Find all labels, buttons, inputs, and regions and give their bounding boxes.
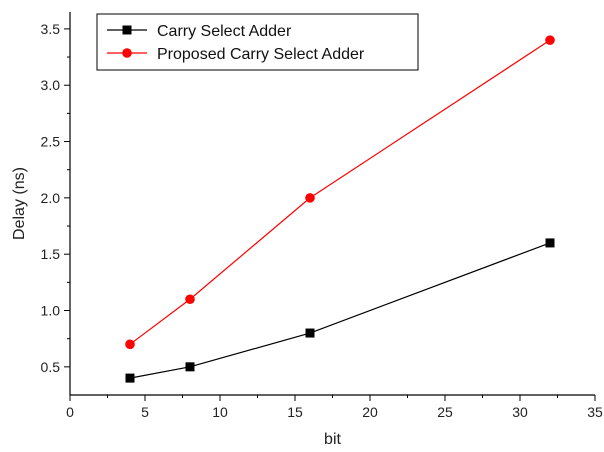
- data-point: [185, 294, 195, 305]
- legend-marker: [122, 25, 132, 35]
- legend-label: Proposed Carry Select Adder: [157, 46, 365, 63]
- x-tick-label: 25: [437, 404, 453, 420]
- x-tick-label: 5: [141, 404, 149, 420]
- data-point: [305, 328, 315, 338]
- data-point: [545, 35, 555, 45]
- data-point: [185, 362, 195, 372]
- y-tick-label: 2.5: [41, 134, 61, 150]
- y-tick-label: 1.5: [41, 246, 61, 262]
- series-2: [125, 35, 555, 350]
- data-point: [125, 373, 135, 383]
- y-tick-label: 2.0: [41, 190, 61, 206]
- y-tick-label: 1.0: [41, 303, 61, 319]
- y-tick-label: 3.0: [41, 77, 61, 93]
- x-tick-label: 35: [587, 404, 603, 420]
- x-tick-label: 30: [512, 404, 528, 420]
- series-layer: [125, 35, 555, 383]
- series-line: [129, 39, 551, 345]
- y-axis-title: Delay (ns): [11, 167, 28, 240]
- x-tick-label: 10: [212, 404, 228, 420]
- legend-marker: [122, 48, 132, 58]
- data-point: [125, 339, 135, 350]
- x-tick-label: 20: [362, 404, 378, 420]
- y-ticks: 0.5 1.0 1.5 2.0 2.5 3.0 3.5: [41, 21, 70, 375]
- x-ticks: 0 5 10 15 20 25 30 35: [66, 395, 603, 420]
- legend-box: [96, 13, 419, 71]
- legend-label: Carry Select Adder: [157, 23, 292, 40]
- data-point: [305, 193, 315, 203]
- x-tick-label: 15: [287, 404, 303, 420]
- data-point: [545, 238, 555, 248]
- series-line: [129, 242, 551, 379]
- legend: Carry Select Adder Proposed Carry Select …: [96, 13, 419, 71]
- legend-entry: Proposed Carry Select Adder: [107, 46, 365, 63]
- series-1: [125, 238, 555, 383]
- x-axis-title: bit: [324, 431, 341, 448]
- legend-entry: Carry Select Adder: [107, 23, 292, 40]
- x-tick-label: 0: [66, 404, 74, 420]
- y-tick-label: 3.5: [41, 21, 61, 37]
- y-tick-label: 0.5: [41, 359, 61, 375]
